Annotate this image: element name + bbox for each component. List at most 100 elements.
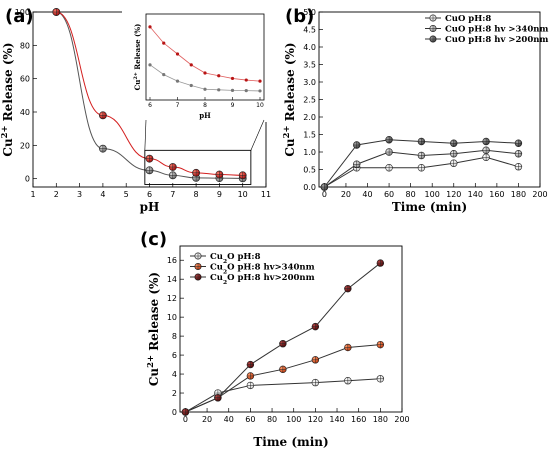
- x-tick-label: 80: [267, 415, 277, 424]
- x-tick-label: 10: [238, 190, 248, 199]
- x-tick-label: 20: [202, 415, 212, 424]
- x-axis-label: Time (min): [253, 435, 328, 449]
- y-tick-label: 80: [20, 41, 30, 50]
- inset-x-tick-label: 9: [231, 102, 235, 109]
- x-tick-label: 200: [394, 415, 409, 424]
- y-tick-label: 8: [172, 332, 177, 341]
- x-tick-label: 140: [468, 190, 483, 199]
- y-tick-label: 2.0: [303, 113, 316, 122]
- x-tick-label: 200: [532, 190, 547, 199]
- y-tick-label: 3.5: [303, 61, 316, 70]
- y-tick-label: 20: [20, 141, 30, 150]
- inset-data-point: [203, 71, 207, 75]
- inset-data-point: [148, 63, 152, 67]
- y-tick-label: 4.5: [303, 26, 316, 35]
- y-tick-label: 60: [20, 75, 30, 84]
- inset-data-point: [203, 87, 207, 91]
- panel-a: 1 2 3 4 5 6 7 8 9 10 11 0 20 40 60 80 100 pH Cu2+ Release …: [0, 6, 271, 214]
- x-tick-label: 60: [245, 415, 255, 424]
- x-tick-label: 180: [373, 415, 388, 424]
- x-tick-label: 3: [77, 190, 82, 199]
- x-tick-label: 80: [406, 190, 416, 199]
- y-tick-label: 2.5: [303, 96, 316, 105]
- panel-label: (c): [140, 229, 167, 250]
- inset-data-point: [162, 73, 166, 77]
- x-tick-label: 140: [329, 415, 344, 424]
- y-tick-label: 16: [167, 256, 177, 265]
- y-tick-label: 3.0: [303, 78, 316, 87]
- inset-x-tick-label: 6: [148, 102, 152, 109]
- inset-data-point: [189, 83, 193, 88]
- x-tick-label: 7: [170, 190, 175, 199]
- x-tick-label: 120: [446, 190, 461, 199]
- zoom-connector: [250, 119, 265, 151]
- x-tick-label: 4: [100, 190, 105, 199]
- inset-data-point: [230, 76, 235, 81]
- inset-data-point: [230, 88, 235, 92]
- zoom-connector: [144, 119, 147, 151]
- x-tick-label: 60: [384, 190, 394, 199]
- x-tick-label: 0: [183, 415, 188, 424]
- x-tick-label: 100: [425, 190, 440, 199]
- y-axis-label: Cu2+ Release (%): [145, 272, 161, 386]
- y-tick-label: 12: [167, 294, 177, 303]
- inset-x-tick-label: 8: [203, 102, 207, 109]
- inset-data-point: [175, 52, 180, 56]
- panel-c: 0 20 40 60 80 100 120 140 160 180 200 0 2 4 6 8 10 12 14 16…: [140, 229, 410, 449]
- y-tick-label: 14: [167, 275, 177, 284]
- x-tick-label: 11: [261, 190, 271, 199]
- x-tick-label: 5: [124, 190, 129, 199]
- inset-data-point: [217, 88, 221, 92]
- y-tick-label: 2: [172, 389, 177, 398]
- x-tick-label: 9: [217, 190, 222, 199]
- legend-label: CuO pH:8: [445, 14, 491, 24]
- x-axis-label: pH: [140, 200, 160, 214]
- inset-y-label: Cu2+ Release (%): [133, 24, 142, 91]
- y-tick-label: 10: [167, 313, 177, 322]
- zoom-box: [144, 149, 252, 185]
- series-line-2: [185, 262, 381, 413]
- inset-background: [122, 10, 270, 122]
- panel-label: (b): [285, 6, 314, 27]
- y-tick-label: 1.5: [303, 131, 316, 140]
- x-tick-label: 1: [30, 190, 35, 199]
- series-line-0: [185, 378, 381, 413]
- y-tick-label: 6: [172, 351, 177, 360]
- inset-data-point: [244, 78, 248, 82]
- x-tick-label: 2: [54, 190, 59, 199]
- legend-label: CuO pH:8 hv >340nm: [445, 25, 548, 35]
- legend-label: CuO pH:8 hv >200nm: [445, 35, 548, 45]
- x-tick-label: 40: [362, 190, 372, 199]
- inset-data-point: [175, 79, 180, 83]
- y-axis-label: Cu2+ Release (%): [281, 42, 297, 156]
- y-tick-label: 0.0: [303, 183, 316, 192]
- y-tick-label: 40: [20, 108, 30, 117]
- y-tick-label: 100: [15, 8, 30, 17]
- inset: 6 7 8 9 10 pH Cu2+ Release (%): [122, 10, 270, 122]
- y-tick-label: 0: [25, 175, 30, 184]
- x-tick-label: 100: [286, 415, 301, 424]
- x-tick-label: 20: [341, 190, 351, 199]
- inset-data-point: [162, 41, 166, 45]
- plot-frame: [179, 245, 403, 413]
- series-line-1: [185, 344, 381, 413]
- inset-data-point: [148, 25, 152, 29]
- x-tick-label: 120: [308, 415, 323, 424]
- x-tick-label: 180: [511, 190, 526, 199]
- inset-x-label: pH: [199, 111, 211, 120]
- y-tick-label: 5.0: [303, 8, 316, 17]
- inset-data-point: [258, 89, 262, 93]
- inset-x-tick-label: 10: [256, 102, 264, 109]
- y-axis-label: Cu2+ Release (%): [0, 42, 15, 156]
- y-tick-label: 1.0: [303, 148, 316, 157]
- legend-label: Cu2O pH:8: [210, 252, 261, 265]
- inset-data-point: [258, 79, 262, 83]
- panel-b: 0 20 40 60 80 100 120 140 160 180 200 0.0 0.5 1.0 1.5 2…: [281, 6, 548, 214]
- x-tick-label: 8: [194, 190, 199, 199]
- legend-label: Cu2O pH:8 hv>340nm: [210, 263, 315, 276]
- inset-data-point: [244, 89, 248, 93]
- panel-label: (a): [5, 6, 34, 27]
- inset-data-point: [217, 74, 221, 78]
- x-tick-label: 160: [351, 415, 366, 424]
